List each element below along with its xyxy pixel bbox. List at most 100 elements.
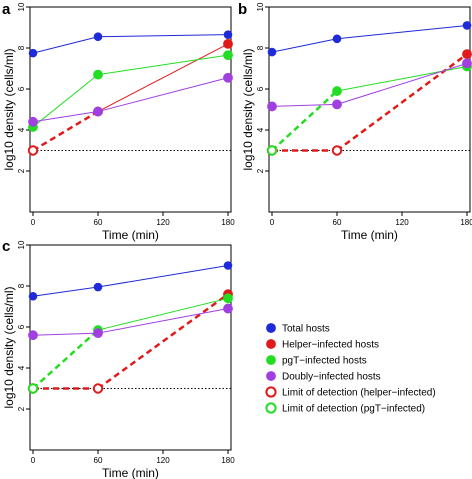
data-point-value — [462, 49, 472, 60]
legend-label: Doubly−infected hosts — [282, 372, 381, 383]
y-tick-label: 2 — [256, 168, 265, 173]
plot-frame — [29, 244, 232, 451]
data-point-limit — [27, 383, 39, 394]
data-point-value — [223, 303, 233, 314]
x-tick-label: 60 — [94, 456, 103, 465]
data-point-value — [223, 39, 233, 49]
series-pgt-infected-hosts — [32, 297, 229, 390]
series-pgt-infected-hosts — [32, 54, 229, 128]
legend-marker — [266, 339, 276, 349]
data-point-value — [93, 106, 103, 117]
x-tick-label: 0 — [31, 218, 36, 227]
legend-marker — [266, 371, 276, 381]
y-tick-label: 10 — [17, 240, 26, 249]
y-tick-label: 10 — [256, 2, 265, 11]
series-segment — [97, 54, 229, 76]
series-segment — [336, 24, 468, 40]
series-segment — [97, 297, 229, 331]
series-segment — [336, 65, 468, 92]
y-tick-label: 4 — [17, 127, 26, 132]
data-point-limit — [92, 383, 104, 394]
data-point-limit — [331, 145, 343, 156]
legend-marker — [265, 386, 277, 398]
series-segment — [32, 329, 99, 390]
series-total-hosts — [271, 24, 468, 53]
legend-marker — [265, 402, 277, 414]
x-tick-label: 180 — [460, 218, 472, 227]
x-tick-label: 0 — [270, 218, 275, 227]
series-segment — [271, 38, 338, 53]
series-total-hosts — [32, 34, 229, 54]
series-segment — [32, 332, 99, 336]
series-segment — [97, 77, 229, 113]
data-point-value — [332, 86, 342, 96]
x-tick-label: 180 — [221, 456, 235, 465]
chart-panel-c: 2 4 6 8 10 0 60 120 180 Time (min) log10 density (… — [2, 240, 235, 479]
series-segment — [97, 293, 229, 390]
series-total-hosts — [32, 265, 229, 297]
panel-label-c: c — [2, 238, 10, 255]
y-tick-label: 6 — [256, 86, 265, 91]
plot-frame — [268, 6, 471, 213]
series-doubly-infected-hosts — [271, 62, 468, 107]
series-segment — [97, 308, 229, 334]
series-helper-infected-hosts — [32, 43, 229, 152]
data-point-value — [28, 48, 38, 58]
series-doubly-infected-hosts — [32, 308, 229, 336]
data-point-value — [223, 261, 233, 270]
chart-panel-a: 2 4 6 8 10 0 60 120 180 Time (min) log10 density (… — [2, 2, 235, 242]
series-segment — [336, 53, 468, 152]
data-point-value — [267, 101, 277, 112]
series-pgt-infected-hosts — [271, 65, 468, 152]
data-point-value — [223, 50, 233, 61]
y-tick-label: 2 — [17, 406, 26, 411]
y-tick-label: 8 — [256, 45, 265, 50]
series-segment — [32, 286, 99, 297]
series-segment — [32, 74, 99, 128]
x-tick-label: 120 — [395, 218, 409, 227]
legend-label: Total hosts — [282, 324, 330, 335]
legend-label: Limit of detection (pgT−infected) — [282, 404, 425, 415]
y-tick-label: 2 — [17, 168, 26, 173]
data-point-limit — [27, 145, 39, 156]
y-tick-label: 4 — [17, 365, 26, 370]
x-axis-label: Time (min) — [102, 466, 159, 479]
data-point-value — [462, 21, 472, 30]
data-point-value — [462, 58, 472, 69]
panel-label-a: a — [2, 1, 11, 18]
legend-label: Helper−infected hosts — [282, 340, 379, 351]
x-axis-label: Time (min) — [341, 228, 398, 242]
x-tick-label: 60 — [333, 218, 342, 227]
legend: Total hosts Helper−infected hosts pgT−infe… — [265, 323, 436, 415]
series-helper-infected-hosts — [33, 293, 229, 390]
data-point-value — [223, 72, 233, 83]
data-point-value — [332, 99, 342, 110]
series-helper-infected-hosts — [272, 53, 468, 152]
data-point-value — [93, 69, 103, 80]
legend-marker — [266, 355, 276, 365]
data-point-value — [28, 330, 38, 341]
y-tick-label: 4 — [256, 127, 265, 132]
data-point-value — [28, 116, 38, 127]
x-tick-label: 60 — [94, 218, 103, 227]
y-tick-label: 6 — [17, 86, 26, 91]
x-tick-label: 120 — [156, 218, 170, 227]
series-segment — [32, 110, 99, 152]
series-segment — [97, 43, 229, 112]
series-segment — [97, 265, 229, 288]
y-tick-label: 8 — [17, 283, 26, 288]
data-point-limit — [266, 145, 278, 156]
data-point-value — [332, 34, 342, 44]
x-tick-label: 0 — [31, 456, 36, 465]
data-point-value — [93, 32, 103, 42]
plot-frame — [29, 6, 232, 213]
y-tick-label: 8 — [17, 45, 26, 50]
series-doubly-infected-hosts — [32, 77, 229, 123]
series-segment — [32, 36, 99, 54]
panel-label-b: b — [238, 1, 247, 18]
data-point-value — [223, 30, 233, 39]
y-axis-label: log10 density (cells/ml) — [2, 48, 16, 170]
y-axis-label: log10 density (cells/ml) — [2, 286, 16, 408]
x-axis-label: Time (min) — [102, 228, 159, 242]
